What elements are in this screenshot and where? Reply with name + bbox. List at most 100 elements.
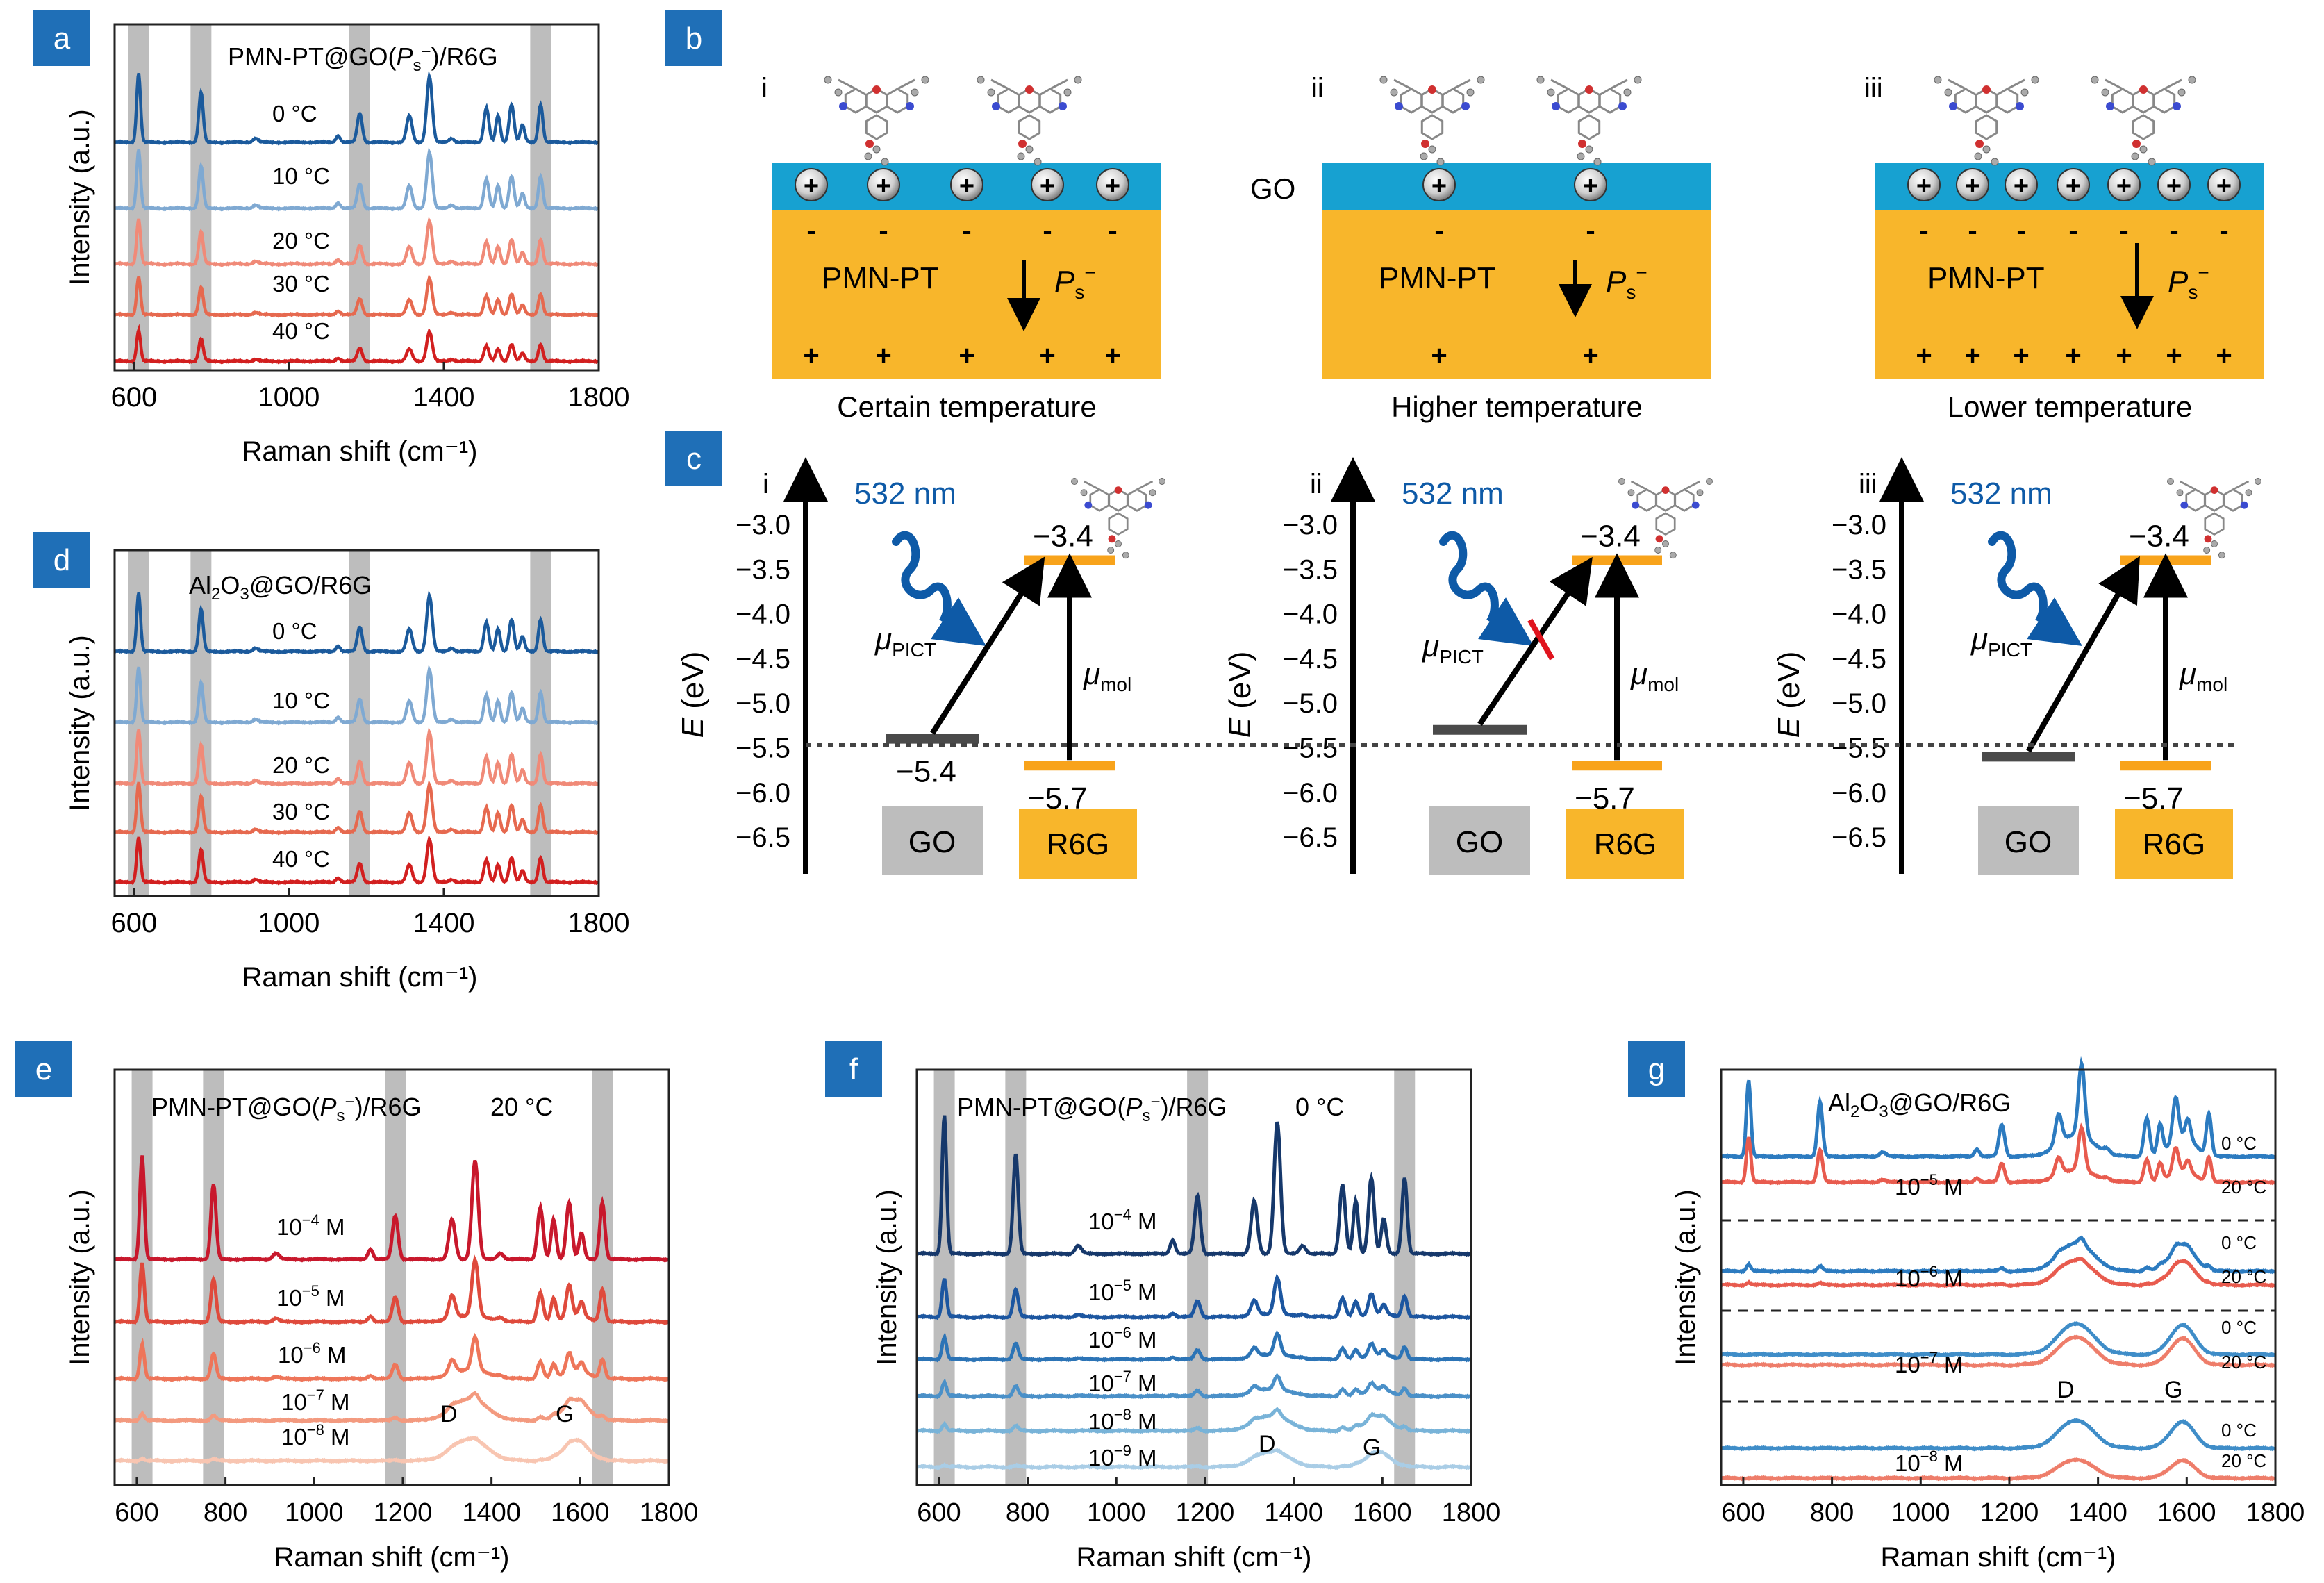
temperature-label: 20 °C <box>490 1093 553 1121</box>
x-tick-label: 1000 <box>285 1498 344 1527</box>
panel-label-box <box>33 532 90 588</box>
bound-negative-charge: - <box>962 215 971 246</box>
temperature-label: 0 °C <box>1295 1093 1344 1121</box>
go-box-label: GO <box>2005 825 2052 859</box>
panel-label-box <box>33 10 90 66</box>
go-box-label: GO <box>1456 825 1503 859</box>
bound-negative-charge: - <box>2169 215 2178 246</box>
subpanel-roman: ii <box>1310 469 1322 499</box>
bound-negative-charge: - <box>806 215 815 246</box>
r6g-molecule-icon <box>2091 76 2196 166</box>
spectrum-line <box>113 1435 670 1464</box>
y-tick-label: −3.0 <box>736 510 790 540</box>
plus-sign: + <box>2166 172 2182 201</box>
d-band-label: D <box>2057 1377 2075 1403</box>
y-axis-label: Intensity (a.u.) <box>1670 1189 1701 1365</box>
bottom-positive-charge: + <box>803 340 819 371</box>
plus-sign: + <box>1916 172 1932 201</box>
go-box <box>1429 806 1530 875</box>
x-axis-label: Raman shift (cm⁻¹) <box>1077 1542 1312 1573</box>
positive-charge-ball <box>1907 168 1941 201</box>
energy-diagram-1: i −3.0 −3.5 −4.0 −4.5 −5.0 −5.5 −6.0 −6.5 E (eV) 5… <box>676 457 1165 879</box>
concentration-label: 10−8 M <box>1088 1406 1156 1434</box>
positive-charge-ball <box>867 168 900 201</box>
positive-charge-ball <box>2107 168 2141 201</box>
bottom-positive-charge: + <box>2013 340 2029 371</box>
y-axis-label: Intensity (a.u.) <box>65 109 95 285</box>
g-band-label: G <box>556 1401 574 1427</box>
plus-sign: + <box>1105 172 1120 201</box>
spectrum-line <box>1720 1418 2276 1452</box>
bottom-positive-charge: + <box>1964 340 1980 371</box>
x-tick-label: 1600 <box>1353 1498 1412 1527</box>
y-tick-label: −5.5 <box>736 734 790 764</box>
polarization-schematic-3: iii + - + + - + + - + + - + + - + + - + + - + PMN-PT Ps− Lower t… <box>1864 73 2264 423</box>
r6g-molecule-icon <box>2167 478 2261 559</box>
concentration-label: 10−8 M <box>1895 1448 1963 1476</box>
polarization-label: Ps− <box>1606 262 1647 303</box>
bottom-positive-charge: + <box>1916 340 1932 371</box>
r6g-box <box>1566 809 1684 879</box>
pmn-pt-layer <box>1322 210 1711 379</box>
legend-label: 0 °C <box>272 101 317 126</box>
spectrum-line <box>915 1373 1472 1400</box>
plot-frame <box>915 1068 1472 1486</box>
panel-label: c <box>686 442 702 476</box>
y-tick-label: −5.5 <box>1832 734 1886 764</box>
y-tick-label: −4.0 <box>736 599 790 630</box>
y-tick-label: −5.0 <box>1832 688 1886 719</box>
subpanel-roman: i <box>763 469 769 499</box>
bound-negative-charge: - <box>2016 215 2025 246</box>
plus-sign: + <box>1965 172 1980 201</box>
highlight-band <box>1187 1070 1209 1485</box>
highlight-band <box>592 1070 613 1485</box>
temperature-caption: Higher temperature <box>1391 390 1643 423</box>
y-axis-label: Intensity (a.u.) <box>65 635 95 811</box>
temperature-label: 20 °C <box>2221 1352 2266 1373</box>
r6g-box-label: R6G <box>2143 827 2205 861</box>
mu-pict-label: μPICT <box>1970 622 2032 661</box>
x-tick-label: 1400 <box>2068 1498 2127 1527</box>
panel-b: b GO i + - + + - + + - + + - + + - + PMN-PT Ps− Certain te… <box>665 10 2264 423</box>
x-axis-label: Raman shift (cm⁻¹) <box>242 436 478 467</box>
energy-diagram-2: ii −3.0 −3.5 −4.0 −4.5 −5.0 −5.5 −6.0 −6.5 E (eV)… <box>1223 457 1713 879</box>
highlight-band <box>530 24 551 370</box>
legend-label: 20 °C <box>272 228 330 254</box>
temperature-label: 0 °C <box>2221 1420 2257 1441</box>
bottom-positive-charge: + <box>1431 340 1447 371</box>
concentration-label: 10−6 M <box>1895 1263 1963 1291</box>
x-axis-label: Raman shift (cm⁻¹) <box>242 962 478 993</box>
temperature-label: 20 °C <box>2221 1266 2266 1287</box>
concentration-label: 10−5 M <box>1895 1171 1963 1200</box>
spectrum-line <box>915 1115 1472 1257</box>
spectrum-line <box>113 1155 670 1263</box>
highlight-band <box>1005 1070 1027 1485</box>
bottom-positive-charge: + <box>875 340 891 371</box>
y-tick-label: −5.0 <box>1283 688 1338 719</box>
x-tick-label: 1200 <box>1980 1498 2039 1527</box>
concentration-label: 10−9 M <box>1088 1442 1156 1470</box>
lumo-value: −3.4 <box>1580 519 1641 553</box>
panel-label-box <box>15 1041 72 1097</box>
plus-sign: + <box>2066 172 2081 201</box>
legend-label: 10 °C <box>272 163 330 189</box>
polarization-label: Ps− <box>1054 262 1096 303</box>
pmn-pt-layer <box>1875 210 2264 379</box>
g-band-label: G <box>2164 1377 2182 1403</box>
temperature-label: 20 °C <box>2221 1177 2266 1197</box>
temperature-label: 0 °C <box>2221 1133 2257 1154</box>
x-tick-label: 1400 <box>1264 1498 1323 1527</box>
go-box-label: GO <box>908 825 956 859</box>
r6g-box-label: R6G <box>1047 827 1109 861</box>
concentration-label: 10−6 M <box>1088 1324 1156 1352</box>
plus-sign: + <box>1431 172 1447 201</box>
panel-e: e 600 800 1000 1200 1400 1600 1800 PMN-PT@GO(P… <box>15 1041 698 1573</box>
r6g-molecule-icon <box>1618 478 1713 559</box>
plus-sign: + <box>2216 172 2232 201</box>
laser-wave-icon <box>1988 531 2082 646</box>
bound-negative-charge: - <box>2119 215 2128 246</box>
concentration-label: 10−7 M <box>281 1386 349 1415</box>
spectrum-line <box>113 727 599 787</box>
r6g-molecule-icon <box>977 76 1082 166</box>
positive-charge-ball <box>950 168 983 201</box>
